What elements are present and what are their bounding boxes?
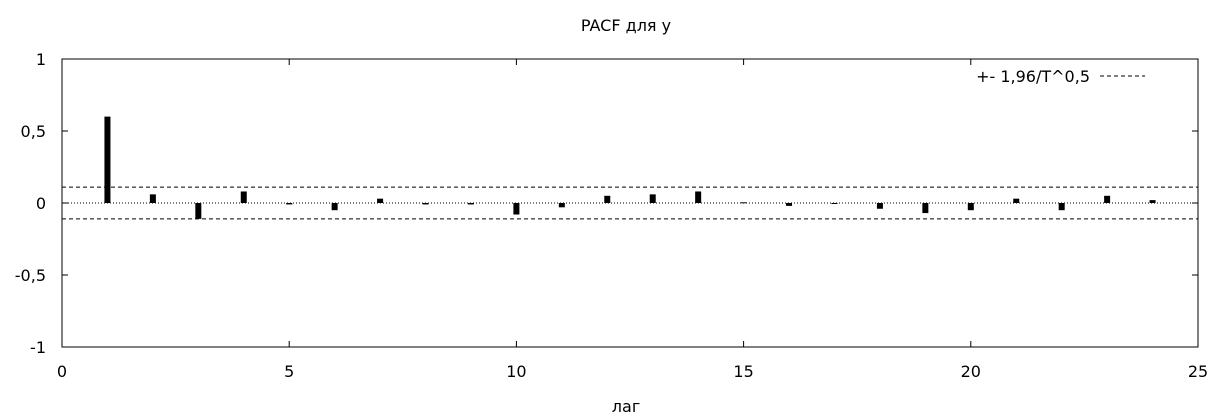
pacf-bar-lag-2	[149, 194, 156, 203]
bar-series	[104, 116, 1156, 219]
pacf-bar-lag-24	[1149, 200, 1156, 203]
pacf-bar-lag-9	[467, 203, 474, 205]
chart-title: PACF для y	[581, 16, 671, 35]
pacf-bar-lag-22	[1058, 203, 1065, 211]
pacf-bar-lag-3	[195, 203, 202, 219]
x-tick-label: 20	[961, 362, 981, 381]
pacf-bar-lag-8	[422, 203, 429, 205]
pacf-bar-lag-20	[967, 203, 974, 211]
legend: +- 1,96/T^0,5	[976, 67, 1145, 86]
pacf-bar-lag-1	[104, 116, 111, 203]
legend-label: +- 1,96/T^0,5	[976, 67, 1090, 86]
y-tick-label: 1	[36, 50, 46, 69]
pacf-bar-lag-15	[740, 202, 747, 204]
y-tick-label: 0,5	[21, 122, 46, 141]
y-axis: 1 0,5 0 -0,5 -1	[15, 50, 1198, 357]
pacf-bar-lag-16	[786, 203, 793, 206]
pacf-bar-lag-19	[922, 203, 929, 214]
y-tick-label: -0,5	[15, 266, 46, 285]
pacf-bar-lag-4	[240, 191, 247, 203]
pacf-bar-lag-21	[1013, 198, 1020, 203]
pacf-bar-lag-13	[649, 194, 656, 203]
pacf-bar-lag-5	[286, 203, 293, 205]
pacf-bar-lag-12	[604, 195, 611, 203]
pacf-bar-lag-23	[1104, 195, 1111, 203]
x-axis: 0 5 10 15 20 25	[57, 59, 1208, 381]
x-tick-label: 5	[284, 362, 294, 381]
x-tick-label: 25	[1188, 362, 1208, 381]
plot-area	[61, 58, 1199, 348]
pacf-bar-lag-10	[513, 203, 520, 215]
pacf-bar-lag-14	[695, 191, 702, 203]
x-axis-label: лаг	[612, 397, 640, 416]
x-tick-label: 0	[57, 362, 67, 381]
y-tick-label: 0	[36, 194, 46, 213]
pacf-bar-lag-7	[377, 198, 384, 203]
pacf-bar-lag-17	[831, 203, 838, 204]
pacf-bar-lag-6	[331, 203, 338, 211]
x-tick-label: 15	[733, 362, 753, 381]
y-tick-label: -1	[30, 338, 46, 357]
pacf-bar-lag-11	[558, 203, 565, 208]
pacf-bar-lag-18	[876, 203, 883, 209]
x-tick-label: 10	[506, 362, 526, 381]
